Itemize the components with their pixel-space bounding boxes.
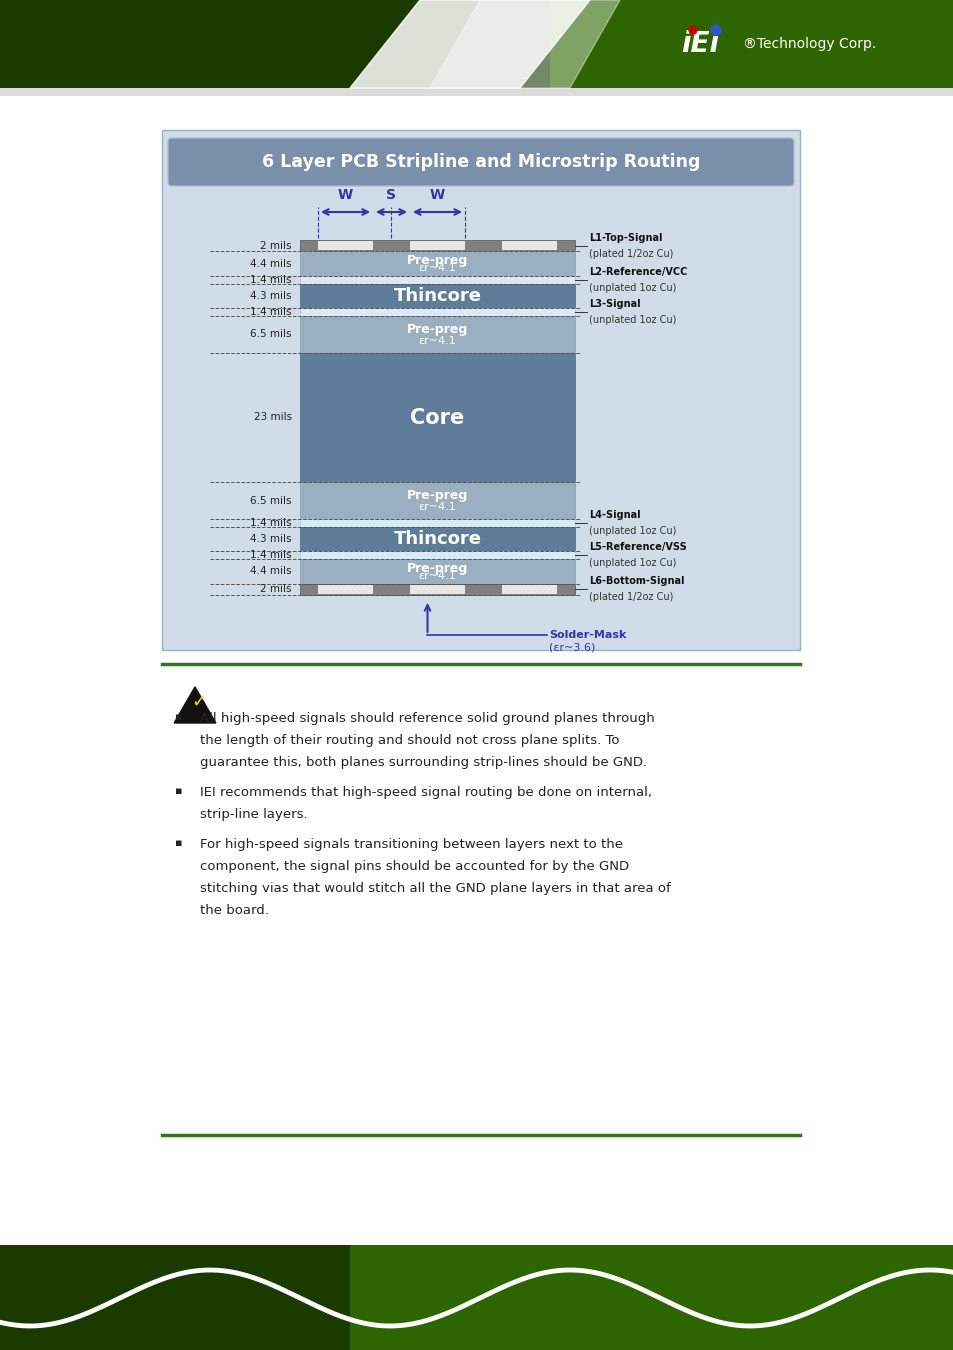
- Text: 23 mils: 23 mils: [253, 413, 292, 423]
- Text: guarantee this, both planes surrounding strip-lines should be GND.: guarantee this, both planes surrounding …: [200, 756, 646, 770]
- Bar: [299, 316, 575, 352]
- Text: L2-Reference/VCC: L2-Reference/VCC: [588, 267, 687, 277]
- Text: 4.4 mils: 4.4 mils: [251, 567, 292, 576]
- Text: εr~4.1: εr~4.1: [418, 502, 456, 512]
- Text: (εr~3.6): (εr~3.6): [549, 643, 596, 652]
- Bar: [299, 284, 575, 308]
- Bar: [299, 583, 575, 595]
- Text: L5-Reference/VSS: L5-Reference/VSS: [588, 541, 686, 552]
- Bar: [317, 242, 373, 250]
- Text: Pre-preg: Pre-preg: [406, 323, 468, 336]
- Bar: [299, 526, 575, 551]
- Text: (plated 1/2oz Cu): (plated 1/2oz Cu): [588, 593, 673, 602]
- Circle shape: [710, 26, 720, 35]
- Bar: [410, 585, 464, 594]
- Text: strip-line layers.: strip-line layers.: [200, 809, 307, 821]
- Bar: [550, 0, 953, 88]
- Bar: [317, 585, 373, 594]
- Polygon shape: [173, 687, 215, 724]
- Text: ▪: ▪: [174, 838, 182, 848]
- Text: Solder-Mask: Solder-Mask: [549, 630, 626, 640]
- Bar: [299, 240, 575, 251]
- Text: the length of their routing and should not cross plane splits. To: the length of their routing and should n…: [200, 734, 618, 747]
- Text: 1.4 mils: 1.4 mils: [251, 308, 292, 317]
- Bar: [0, 0, 953, 88]
- Bar: [299, 482, 575, 518]
- Bar: [0, 1245, 953, 1350]
- Bar: [0, 88, 953, 96]
- Text: Core: Core: [410, 408, 464, 428]
- Text: component, the signal pins should be accounted for by the GND: component, the signal pins should be acc…: [200, 860, 628, 873]
- Text: 1.4 mils: 1.4 mils: [251, 549, 292, 560]
- Text: Thincore: Thincore: [393, 288, 481, 305]
- Text: W: W: [430, 188, 445, 202]
- Text: 6.5 mils: 6.5 mils: [251, 329, 292, 339]
- Text: iEi: iEi: [680, 30, 719, 58]
- Text: stitching vias that would stitch all the GND plane layers in that area of: stitching vias that would stitch all the…: [200, 882, 670, 895]
- Text: (unplated 1oz Cu): (unplated 1oz Cu): [588, 526, 676, 536]
- Text: 1.4 mils: 1.4 mils: [251, 518, 292, 528]
- Text: 2 mils: 2 mils: [260, 585, 292, 594]
- Text: All high-speed signals should reference solid ground planes through: All high-speed signals should reference …: [200, 711, 654, 725]
- Text: 4.3 mils: 4.3 mils: [251, 292, 292, 301]
- Text: εr~4.1: εr~4.1: [418, 263, 456, 273]
- Bar: [299, 251, 575, 275]
- Polygon shape: [430, 0, 619, 88]
- Bar: [410, 242, 464, 250]
- Text: εr~4.1: εr~4.1: [418, 571, 456, 580]
- Bar: [299, 275, 575, 284]
- Text: Pre-preg: Pre-preg: [406, 254, 468, 267]
- Text: 4.3 mils: 4.3 mils: [251, 535, 292, 544]
- Text: ▪: ▪: [174, 711, 182, 722]
- Text: εr~4.1: εr~4.1: [418, 336, 456, 346]
- Bar: [299, 308, 575, 316]
- Bar: [299, 352, 575, 482]
- Text: S: S: [386, 188, 396, 202]
- Text: IEI recommends that high-speed signal routing be done on internal,: IEI recommends that high-speed signal ro…: [200, 786, 651, 799]
- Bar: [350, 1245, 953, 1350]
- Bar: [299, 559, 575, 583]
- Text: L6-Bottom-Signal: L6-Bottom-Signal: [588, 576, 684, 586]
- Text: For high-speed signals transitioning between layers next to the: For high-speed signals transitioning bet…: [200, 838, 622, 850]
- Text: the board.: the board.: [200, 904, 269, 917]
- Text: ®Technology Corp.: ®Technology Corp.: [742, 36, 876, 51]
- Text: Pre-preg: Pre-preg: [406, 489, 468, 502]
- Text: 4.4 mils: 4.4 mils: [251, 259, 292, 269]
- Bar: [162, 130, 800, 649]
- Circle shape: [688, 26, 697, 34]
- Text: L4-Signal: L4-Signal: [588, 510, 640, 520]
- Bar: [501, 585, 557, 594]
- Text: (unplated 1oz Cu): (unplated 1oz Cu): [588, 284, 676, 293]
- Polygon shape: [350, 0, 589, 88]
- Bar: [299, 518, 575, 526]
- Text: ▪: ▪: [174, 786, 182, 796]
- Text: (unplated 1oz Cu): (unplated 1oz Cu): [588, 558, 676, 568]
- Text: Thincore: Thincore: [393, 531, 481, 548]
- Text: Pre-preg: Pre-preg: [406, 562, 468, 575]
- Text: L3-Signal: L3-Signal: [588, 300, 640, 309]
- Bar: [501, 242, 557, 250]
- Text: 2 mils: 2 mils: [260, 240, 292, 251]
- Text: 6.5 mils: 6.5 mils: [251, 495, 292, 506]
- FancyBboxPatch shape: [168, 138, 793, 186]
- Text: ✓: ✓: [192, 693, 207, 711]
- Text: L1-Top-Signal: L1-Top-Signal: [588, 232, 661, 243]
- Text: (unplated 1oz Cu): (unplated 1oz Cu): [588, 315, 676, 325]
- Text: W: W: [337, 188, 353, 202]
- Text: 1.4 mils: 1.4 mils: [251, 275, 292, 285]
- Text: 6 Layer PCB Stripline and Microstrip Routing: 6 Layer PCB Stripline and Microstrip Rou…: [261, 153, 700, 171]
- Bar: [299, 551, 575, 559]
- Text: (plated 1/2oz Cu): (plated 1/2oz Cu): [588, 248, 673, 259]
